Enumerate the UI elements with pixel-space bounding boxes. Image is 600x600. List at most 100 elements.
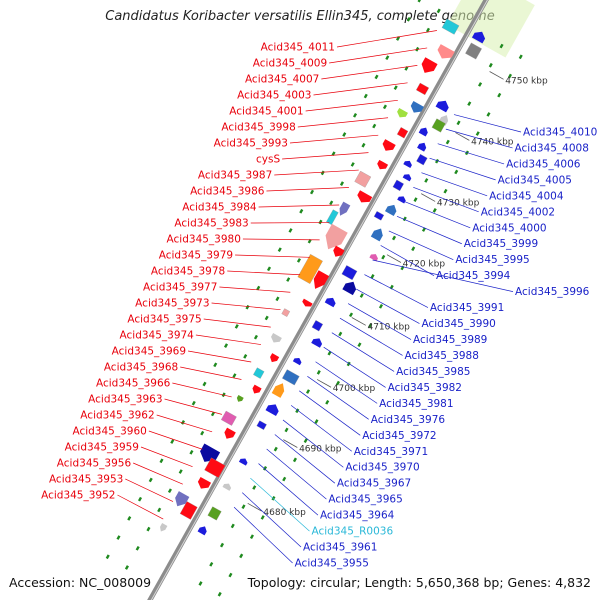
gene-label-left: Acid345_3979 (159, 250, 233, 262)
tick-dash (370, 274, 375, 279)
feature-box-right (341, 265, 358, 281)
tick-dash (232, 373, 237, 378)
gene-label-left: Acid345_3998 (221, 122, 295, 134)
leader-line-right (233, 506, 293, 564)
tick-dash (127, 516, 132, 521)
tick-dash (191, 400, 196, 406)
leader-line-left (250, 222, 330, 224)
feature-box-left (220, 410, 237, 426)
gene-label-left: Acid345_3963 (88, 394, 162, 406)
tick-dash (368, 323, 373, 328)
feature-arrow-right (402, 174, 412, 182)
tick-dash (424, 178, 429, 183)
kbp-tick (316, 379, 332, 388)
leader-line-left (289, 134, 379, 144)
kbp-label: 4750 kbp (505, 76, 548, 86)
gene-label-left: Acid345_3969 (112, 346, 186, 358)
leader-line-right (413, 186, 479, 213)
tick-dash (189, 450, 194, 455)
gene-label-right: Acid345_3988 (405, 350, 479, 362)
tick-dash (363, 93, 368, 99)
tick-dash (443, 188, 448, 194)
gene-label-right: Acid345_3981 (379, 398, 453, 410)
leader-line-right (364, 274, 429, 308)
leader-line-left (211, 302, 281, 311)
genome-backbone (147, 0, 489, 600)
tick-dash (404, 66, 409, 71)
leader-line-right (241, 492, 302, 548)
tick-dash (116, 535, 121, 540)
tick-dash (335, 380, 340, 386)
feature-arrow-right (311, 338, 323, 348)
gene-label-left: Acid345_3966 (96, 378, 171, 390)
tick-dash (170, 439, 175, 444)
kbp-label: 4720 kbp (403, 259, 446, 269)
feature-arrow-right (384, 204, 397, 217)
tick-dash (198, 581, 203, 586)
gene-label-right: Acid345_4000 (472, 222, 546, 234)
kbp-tick (386, 254, 402, 263)
tick-dash (359, 293, 364, 298)
feature-arrow-right (238, 458, 248, 466)
gene-label-right: Acid345_4006 (506, 158, 581, 170)
feature-box-right (416, 153, 428, 166)
feature-box-right (373, 211, 385, 221)
kbp-tick (283, 439, 298, 448)
feature-arrow-right (222, 483, 232, 491)
leader-line-left (133, 462, 183, 485)
leader-line-right (405, 201, 471, 229)
feature-arrow-left (325, 223, 348, 250)
top-fade (447, 0, 535, 58)
feature-arrow-left (224, 427, 236, 439)
leader-line-left (164, 398, 222, 415)
tick-dash (202, 381, 207, 387)
tick-dash (210, 411, 215, 417)
feature-arrow-left (357, 190, 373, 203)
tick-dash (357, 342, 362, 348)
gene-label-left: Acid345_3980 (167, 234, 241, 246)
tick-dash (318, 219, 323, 225)
leader-line-left (297, 117, 389, 128)
feature-arrow-right (324, 297, 336, 308)
gene-label-left: Acid345_3974 (120, 330, 195, 342)
tick-dash (338, 331, 343, 337)
feature-box-left (354, 170, 372, 188)
tick-dash (288, 228, 293, 233)
gene-label-left: Acid345_4007 (245, 74, 319, 86)
tick-dash (305, 389, 311, 394)
tick-dash (329, 200, 334, 206)
leader-line-right (250, 477, 310, 532)
tick-dash (325, 399, 330, 405)
tick-dash (135, 545, 140, 551)
tick-dash (230, 523, 235, 529)
tick-dash (286, 277, 291, 282)
leader-line-right (258, 463, 319, 516)
feature-box-left (396, 127, 409, 139)
tick-dash (137, 496, 143, 502)
tick-dash (200, 430, 205, 436)
leader-line-left (227, 270, 301, 276)
feature-arrow-left (421, 57, 438, 73)
kbp-label: 4710 kbp (367, 322, 410, 332)
gene-label-right: Acid345_3996 (515, 286, 590, 298)
feature-arrow-left (382, 139, 396, 151)
gene-label-left: Acid345_3977 (143, 282, 217, 294)
leader-line-left (195, 334, 262, 345)
gene-label-left: Acid345_3975 (127, 314, 201, 326)
leader-line-right (290, 405, 353, 452)
leader-line-right (323, 346, 386, 388)
feature-box-right (311, 320, 324, 332)
gene-label-left: Acid345_3983 (174, 218, 248, 230)
leader-line-right (274, 434, 336, 484)
tick-dash (314, 419, 319, 424)
leader-line-left (117, 494, 164, 520)
kbp-tick (455, 132, 470, 141)
tick-dash (256, 285, 261, 291)
tick-dash (282, 476, 287, 482)
feature-arrow-right (197, 526, 207, 536)
leader-line-right (266, 448, 327, 500)
leader-line-left (329, 47, 428, 64)
tick-dash (425, 27, 431, 33)
leader-line-left (156, 414, 213, 433)
